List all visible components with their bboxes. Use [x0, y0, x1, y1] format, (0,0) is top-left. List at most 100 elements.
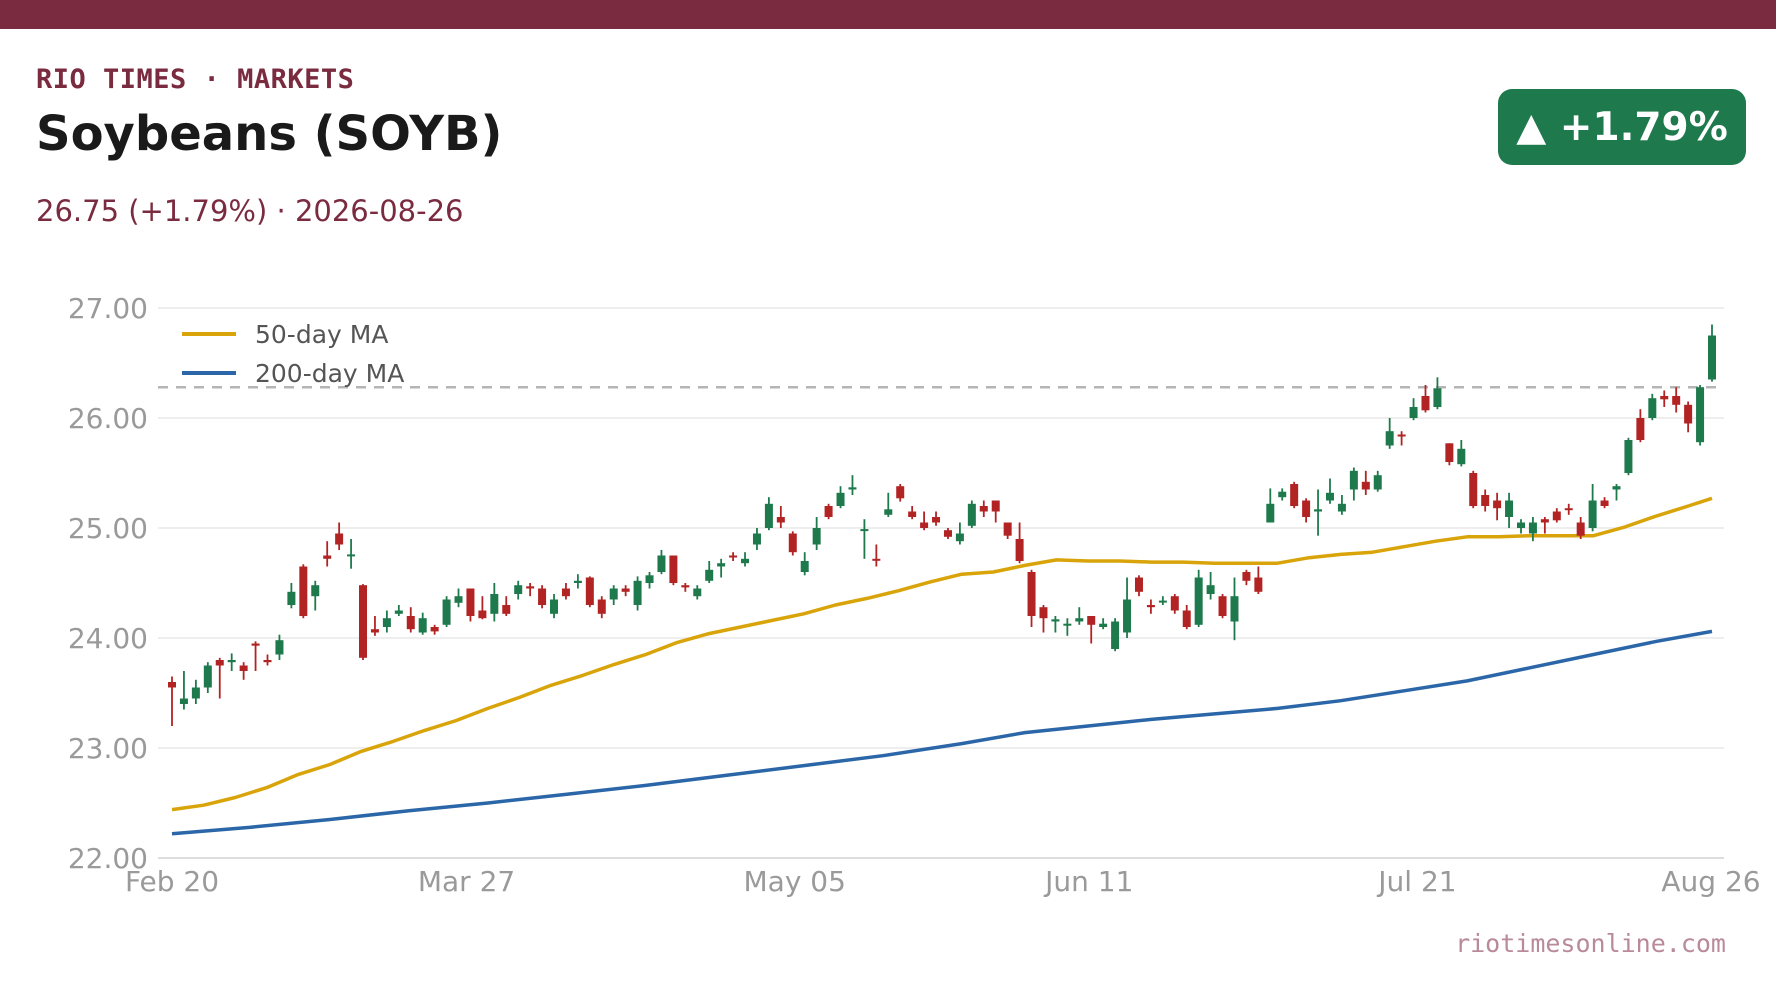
candle	[335, 522, 344, 550]
candle	[896, 484, 905, 502]
candle-body	[514, 585, 523, 594]
candle	[1636, 409, 1645, 443]
candle	[1684, 401, 1693, 433]
candle	[227, 653, 236, 671]
candle-body	[1648, 398, 1657, 418]
candle-body	[729, 555, 738, 558]
candle-body	[323, 555, 332, 559]
candle-body	[1111, 621, 1120, 649]
candle	[418, 612, 427, 635]
candle-body	[1266, 503, 1275, 523]
candle-body	[430, 627, 439, 632]
candle	[932, 511, 941, 526]
candle-body	[251, 643, 260, 646]
candle	[1612, 484, 1621, 501]
candle-body	[1290, 484, 1299, 506]
candle	[609, 585, 618, 605]
candle-body	[1087, 616, 1096, 625]
candle	[191, 679, 200, 704]
candle-body	[1409, 407, 1418, 418]
source-credit: riotimesonline.com	[1455, 929, 1726, 958]
candle-body	[299, 566, 308, 616]
candle-body	[1684, 404, 1693, 424]
candle-body	[693, 588, 702, 597]
candle-body	[932, 517, 941, 523]
candle-body	[335, 533, 344, 545]
candle	[693, 585, 702, 600]
candle-body	[681, 585, 690, 588]
candle-body	[1469, 473, 1478, 506]
candle-body	[478, 610, 487, 619]
candle-body	[1230, 596, 1239, 622]
candle	[1457, 440, 1466, 467]
candle	[621, 585, 630, 597]
change-badge: ▲ +1.79%	[1498, 89, 1746, 165]
candle	[752, 528, 761, 550]
candle	[275, 634, 284, 660]
candle-body	[943, 530, 952, 537]
candle-body	[1660, 396, 1669, 400]
candle-body	[848, 487, 857, 490]
ma200-line	[171, 629, 1713, 836]
candle-body	[215, 660, 224, 666]
top-accent-bar	[0, 0, 1776, 29]
candle	[561, 583, 570, 600]
candle-body	[1397, 434, 1406, 437]
candle-body	[1123, 599, 1132, 633]
candle	[1409, 398, 1418, 421]
candle-body	[168, 682, 176, 688]
candle-body	[1696, 387, 1705, 443]
candle-body	[359, 585, 368, 658]
candle	[203, 662, 212, 693]
candle	[872, 544, 881, 567]
candle	[406, 607, 415, 633]
candle	[1576, 517, 1585, 539]
candle-body	[1588, 500, 1597, 528]
candle	[311, 580, 320, 611]
candle-body	[1051, 619, 1060, 622]
candle	[585, 576, 594, 608]
candle	[1099, 618, 1108, 630]
candle	[776, 506, 785, 528]
candle	[1075, 607, 1084, 625]
candle-body	[1003, 522, 1012, 536]
candle	[824, 503, 833, 520]
candle	[1087, 616, 1096, 644]
candle-body	[1624, 440, 1633, 473]
candle-body	[967, 503, 976, 526]
candle-body	[764, 503, 773, 528]
candles	[168, 324, 1716, 726]
candle-body	[1099, 623, 1108, 627]
candle	[645, 572, 654, 589]
candle-body	[824, 506, 833, 517]
x-axis-labels: Feb 20 Mar 27 May 05 Jun 11 Jul 21 Aug 26	[125, 865, 1761, 898]
candle	[1170, 594, 1179, 614]
candle	[1481, 489, 1490, 512]
candle-body	[1672, 396, 1681, 405]
x-tick-label: Jun 11	[1043, 865, 1133, 898]
candle	[729, 552, 738, 561]
candle	[251, 641, 260, 671]
candle-body	[1015, 539, 1024, 561]
candle-body	[418, 618, 427, 633]
candle	[1134, 575, 1143, 597]
candle-body	[490, 594, 499, 614]
candle-body	[1146, 605, 1155, 608]
candle-body	[955, 533, 964, 542]
candle-body	[621, 588, 630, 592]
candle-body	[1528, 522, 1537, 534]
candle-body	[1385, 431, 1394, 446]
candle	[705, 561, 714, 583]
candle	[370, 616, 379, 636]
candle-body	[1421, 396, 1430, 411]
candle-body	[561, 588, 570, 597]
candle-body	[991, 500, 1000, 512]
candle	[741, 552, 750, 567]
candle-body	[347, 554, 356, 557]
x-tick-label: Aug 26	[1661, 865, 1760, 898]
candle-body	[526, 586, 535, 589]
candle	[347, 539, 356, 569]
candle-body	[1505, 500, 1514, 517]
candle-body	[227, 660, 236, 663]
candle-body	[394, 610, 403, 614]
